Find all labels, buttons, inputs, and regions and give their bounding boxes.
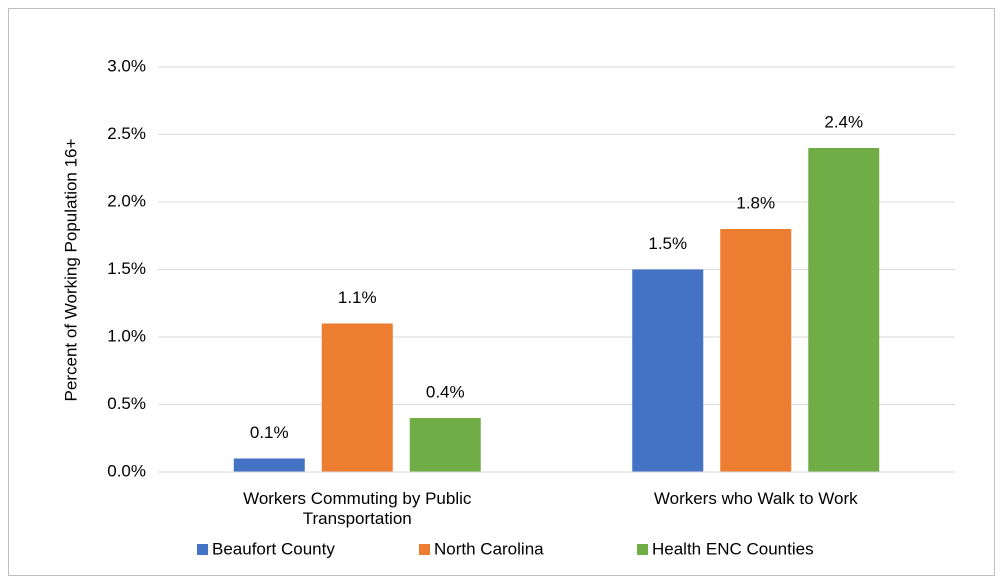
data-label: 0.4% [426,382,465,401]
y-tick-label: 1.0% [107,326,146,345]
legend-swatch [637,544,648,555]
legend-label: Beaufort County [212,539,335,558]
legend-label: Health ENC Counties [652,539,814,558]
y-tick-label: 3.0% [107,56,146,75]
legend-swatch [197,544,208,555]
bar [720,229,792,472]
bar [321,323,393,472]
y-tick-label: 2.5% [107,124,146,143]
legend-swatch [419,544,430,555]
data-label: 1.8% [736,193,775,212]
bar [632,269,704,472]
y-tick-label: 2.0% [107,191,146,210]
data-label: 0.1% [250,423,289,442]
x-tick-label: Workers who Walk to Work [653,489,858,508]
y-axis-title: Percent of Working Population 16+ [61,138,80,401]
x-tick-label: Workers Commuting by Public Transportati… [243,489,472,528]
bar [409,418,481,472]
bar [233,458,305,472]
data-label: 1.1% [338,288,377,307]
y-tick-label: 1.5% [107,259,146,278]
y-tick-label: 0.0% [107,461,146,480]
legend-label: North Carolina [434,539,544,558]
data-label: 2.4% [824,112,863,131]
bar [808,148,880,472]
data-label: 1.5% [648,234,687,253]
y-tick-label: 0.5% [107,394,146,413]
